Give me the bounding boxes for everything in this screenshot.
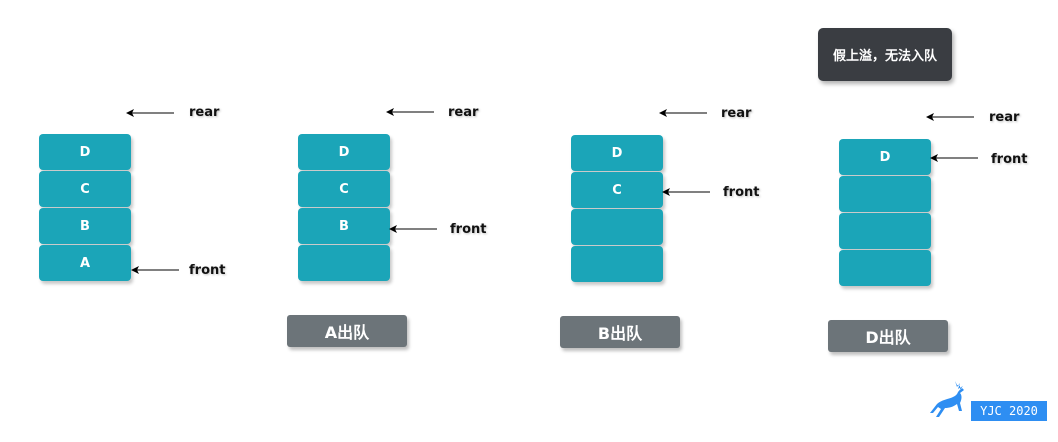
queue-cell: C: [298, 171, 390, 207]
front-arrow: [389, 225, 437, 233]
queue-cell: [571, 209, 663, 245]
brand-logo: YJC 2020: [927, 377, 1047, 423]
queue-cell: C: [39, 171, 131, 207]
logo-text: YJC 2020: [971, 401, 1047, 421]
rear-arrow: [386, 108, 434, 116]
queue-cell: D: [298, 134, 390, 170]
front-label: front: [189, 263, 226, 278]
rear-arrow: [926, 113, 974, 121]
queue-cell: C: [571, 172, 663, 208]
queue-cell: [839, 250, 931, 286]
rear-label: rear: [721, 106, 752, 121]
rear-arrow: [126, 109, 174, 117]
queue-cell: A: [39, 245, 131, 281]
front-label: front: [991, 152, 1028, 167]
queue-cell: D: [571, 135, 663, 171]
deer-icon: [930, 381, 964, 417]
step-caption: A出队: [287, 315, 407, 347]
step-caption: D出队: [828, 320, 948, 352]
queue-cell: D: [839, 139, 931, 175]
queue-cell: [839, 213, 931, 249]
queue-cell: B: [298, 208, 390, 244]
step-caption: B出队: [560, 316, 680, 348]
front-label: front: [450, 222, 487, 237]
queue-cell: B: [39, 208, 131, 244]
queue-cell: [839, 176, 931, 212]
queue-cell: [298, 245, 390, 281]
rear-label: rear: [189, 105, 220, 120]
front-arrow: [930, 154, 978, 162]
overflow-note: 假上溢，无法入队: [818, 28, 952, 81]
front-arrow: [131, 266, 179, 274]
rear-label: rear: [989, 110, 1020, 125]
queue-cell: D: [39, 134, 131, 170]
queue-cell: [571, 246, 663, 282]
front-arrow: [662, 188, 710, 196]
rear-label: rear: [448, 105, 479, 120]
rear-arrow: [659, 109, 707, 117]
front-label: front: [723, 185, 760, 200]
